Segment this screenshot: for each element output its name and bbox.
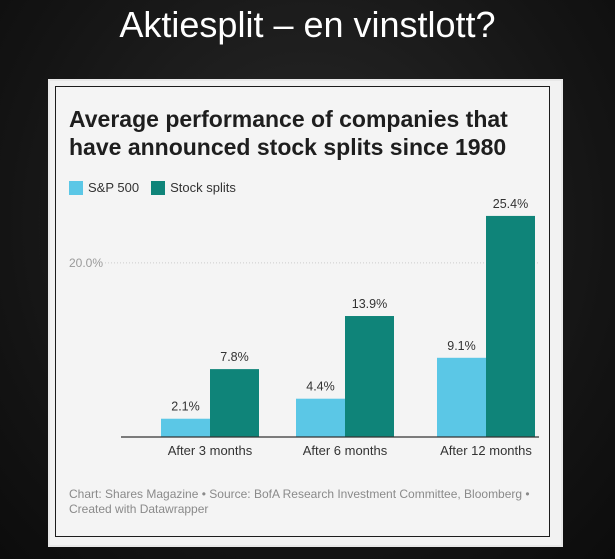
legend: S&P 500 Stock splits — [69, 180, 248, 195]
slide-title: Aktiesplit – en vinstlott? — [119, 4, 496, 45]
category-label-2: After 12 months — [440, 443, 532, 458]
legend-label-sp500: S&P 500 — [88, 180, 140, 195]
bar-label-stock-splits-1: 13.9% — [352, 297, 387, 311]
legend-swatch-sp500 — [69, 180, 83, 195]
legend-item-stock-splits: Stock splits — [151, 180, 236, 195]
bar-chart-plot: 20.0% 2.1% 7.8% After 3 months 4.4% 13.9% Afte… — [69, 197, 539, 458]
bar-stock-splits-0 — [210, 369, 259, 437]
chart-title: Average performance of companies that ha… — [69, 106, 508, 160]
y-tick-label-0: 20.0% — [69, 256, 103, 270]
bar-sp500-0 — [161, 418, 210, 437]
bar-label-stock-splits-2: 25.4% — [493, 197, 528, 211]
legend-label-stock-splits: Stock splits — [170, 180, 236, 195]
bar-stock-splits-1 — [345, 316, 394, 437]
category-label-0: After 3 months — [168, 443, 253, 458]
legend-swatch-stock-splits — [151, 180, 166, 195]
bar-sp500-2 — [437, 357, 486, 437]
chart-card: Average performance of companies that ha… — [48, 79, 563, 547]
category-label-1: After 6 months — [303, 443, 388, 458]
bar-label-sp500-2: 9.1% — [447, 339, 476, 353]
bar-label-sp500-0: 2.1% — [171, 400, 200, 414]
bar-sp500-1 — [296, 398, 345, 437]
chart-frame: Average performance of companies that ha… — [55, 86, 550, 537]
chart-source: Chart: Shares Magazine • Source: BofA Re… — [69, 487, 530, 516]
bar-stock-splits-2 — [486, 215, 535, 437]
bar-label-stock-splits-0: 7.8% — [220, 350, 249, 364]
bar-label-sp500-1: 4.4% — [306, 380, 335, 394]
legend-item-sp500: S&P 500 — [69, 180, 139, 195]
